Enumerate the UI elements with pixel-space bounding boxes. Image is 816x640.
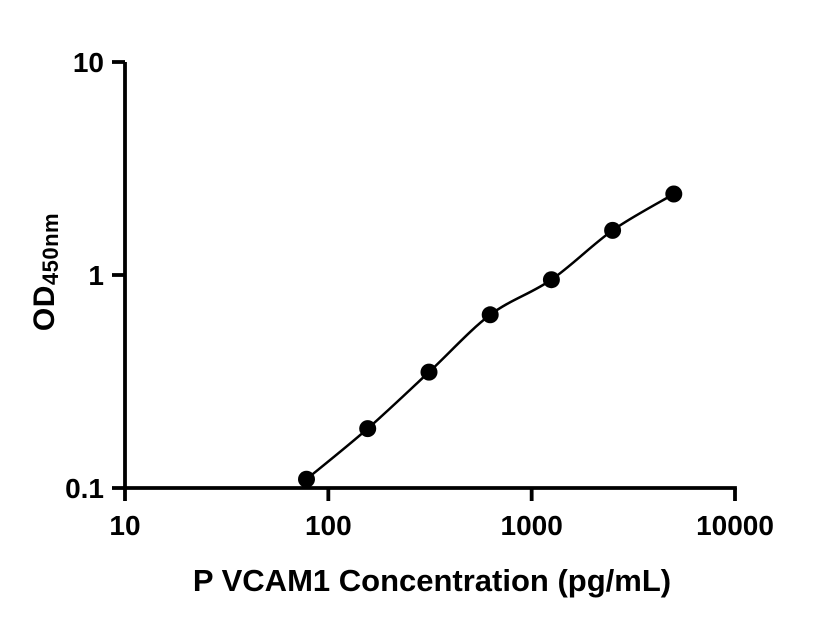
- data-point: [481, 306, 499, 324]
- fit-curve: [305, 192, 675, 481]
- x-tick-label: 100: [305, 510, 352, 541]
- data-point: [420, 363, 438, 381]
- y-axis-label: OD450nm: [28, 213, 64, 331]
- y-tick-label: 0.1: [65, 473, 104, 504]
- data-point: [665, 185, 683, 203]
- x-tick-label: 10: [109, 510, 140, 541]
- data-point: [298, 470, 315, 488]
- data-point: [604, 221, 622, 239]
- x-tick-label: 10000: [696, 510, 774, 541]
- y-tick-label: 1: [88, 260, 104, 291]
- data-point: [359, 420, 377, 438]
- x-axis-label: P VCAM1 Concentration (pg/mL): [192, 563, 672, 598]
- y-tick-label: 10: [73, 47, 104, 78]
- data-point: [542, 271, 560, 289]
- x-tick-label: 1000: [501, 510, 563, 541]
- y-axis-label-base: OD: [28, 285, 61, 332]
- y-axis-label-subscript: 450nm: [38, 212, 63, 286]
